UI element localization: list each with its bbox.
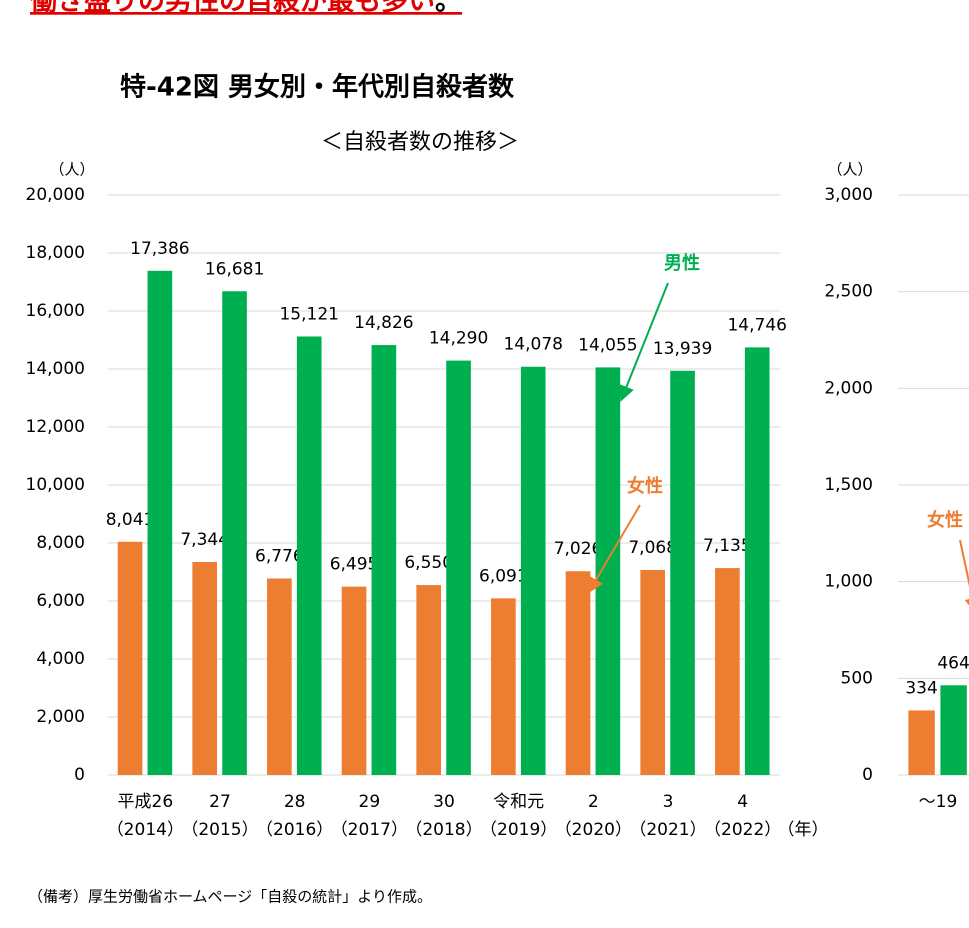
annotation: 女性 [927, 509, 963, 531]
y-tick-label: 4,000 [36, 649, 85, 669]
y-tick-label: 12,000 [26, 417, 85, 437]
x-tick-label: 〜19 [919, 792, 958, 812]
bar [341, 586, 367, 775]
x-tick-label: 平成26 [118, 792, 174, 812]
annotation: 男性 [664, 252, 700, 274]
y-axis-unit: （人） [827, 161, 872, 179]
value-label: 6,776 [255, 546, 304, 566]
x-tick-sublabel: （2020） [555, 820, 632, 840]
bar [565, 571, 591, 775]
value-label: 6,550 [404, 553, 453, 573]
headline: 働き盛りの男性の自殺が最も多い。 [30, 0, 462, 17]
bar [117, 541, 143, 775]
value-label: 7,135 [703, 536, 752, 556]
y-axis-unit: （人） [49, 161, 94, 179]
x-tick-sublabel: （2021） [629, 820, 706, 840]
x-tick-sublabel: （2014） [107, 820, 184, 840]
bar [520, 366, 546, 775]
x-tick-label: 28 [284, 792, 306, 812]
y-tick-label: 10,000 [26, 475, 85, 495]
bar [744, 347, 770, 775]
bar [908, 710, 935, 775]
bar [670, 370, 695, 775]
value-label: 16,681 [205, 259, 264, 279]
x-tick-sublabel: （2017） [331, 820, 408, 840]
y-tick-label: 1,500 [824, 475, 873, 495]
source-note: （備考）厚生労働省ホームページ「自殺の統計」より作成。 [28, 888, 432, 906]
bar [416, 585, 442, 775]
bar [147, 270, 173, 775]
x-tick-sublabel: （2015） [181, 820, 258, 840]
headline-end: 。 [435, 0, 462, 17]
x-tick-label: 2 [588, 792, 599, 812]
chart-title: 特-42図 男女別・年代別自殺者数 [120, 72, 515, 103]
x-tick-label: 29 [359, 792, 381, 812]
y-tick-label: 0 [74, 765, 85, 785]
value-label: 14,055 [578, 335, 637, 355]
value-label: 7,026 [554, 539, 603, 559]
value-label: 6,495 [330, 555, 379, 575]
y-tick-label: 500 [841, 668, 873, 688]
value-label: 334 [905, 678, 937, 698]
y-tick-label: 8,000 [36, 533, 85, 553]
value-label: 14,826 [354, 313, 413, 333]
x-tick-sublabel: （2018） [405, 820, 482, 840]
bar [446, 360, 471, 775]
x-tick-label: 令和元 [493, 792, 544, 812]
y-tick-label: 20,000 [26, 185, 85, 205]
chart-subtitle: ＜自殺者数の推移＞ [321, 130, 519, 155]
x-tick-sublabel: （2019） [480, 820, 557, 840]
y-tick-label: 14,000 [26, 359, 85, 379]
bar [267, 578, 292, 775]
value-label: 14,078 [503, 335, 562, 355]
value-label: 8,041 [106, 510, 155, 530]
x-axis-unit: （年） [778, 820, 829, 840]
y-tick-label: 2,000 [824, 378, 873, 398]
x-tick-sublabel: （2022） [704, 820, 781, 840]
x-tick-label: 30 [433, 792, 455, 812]
bar [940, 685, 967, 775]
y-tick-label: 3,000 [824, 185, 873, 205]
bar [296, 336, 322, 775]
value-label: 15,121 [279, 304, 338, 324]
value-label: 464 [937, 653, 969, 673]
bar [595, 367, 621, 775]
y-tick-label: 1,000 [824, 572, 873, 592]
value-label: 7,068 [628, 538, 677, 558]
value-label: 13,939 [653, 339, 712, 359]
x-tick-label: 27 [209, 792, 231, 812]
value-label: 6,091 [479, 566, 528, 586]
x-tick-label: 4 [737, 792, 748, 812]
value-label: 14,290 [429, 329, 488, 349]
bar [371, 345, 397, 775]
bar [715, 568, 740, 775]
headline-emphasis: 働き盛りの男性の自殺が最も多い [30, 0, 435, 17]
y-tick-label: 16,000 [26, 301, 85, 321]
annotation-arrow [959, 539, 969, 614]
bar [192, 562, 218, 775]
x-tick-label: 3 [663, 792, 674, 812]
annotation: 女性 [627, 475, 663, 497]
value-label: 14,746 [727, 315, 786, 335]
annotation-arrow [587, 504, 641, 594]
y-tick-label: 6,000 [36, 591, 85, 611]
bar [491, 598, 516, 775]
annotation-arrow [619, 282, 669, 402]
bar [640, 570, 666, 775]
y-tick-label: 2,500 [824, 282, 873, 302]
y-tick-label: 18,000 [26, 243, 85, 263]
value-label: 7,344 [180, 530, 229, 550]
value-label: 17,386 [130, 239, 189, 259]
x-tick-sublabel: （2016） [256, 820, 333, 840]
y-tick-label: 0 [862, 765, 873, 785]
y-tick-label: 2,000 [36, 707, 85, 727]
bar [222, 291, 247, 775]
